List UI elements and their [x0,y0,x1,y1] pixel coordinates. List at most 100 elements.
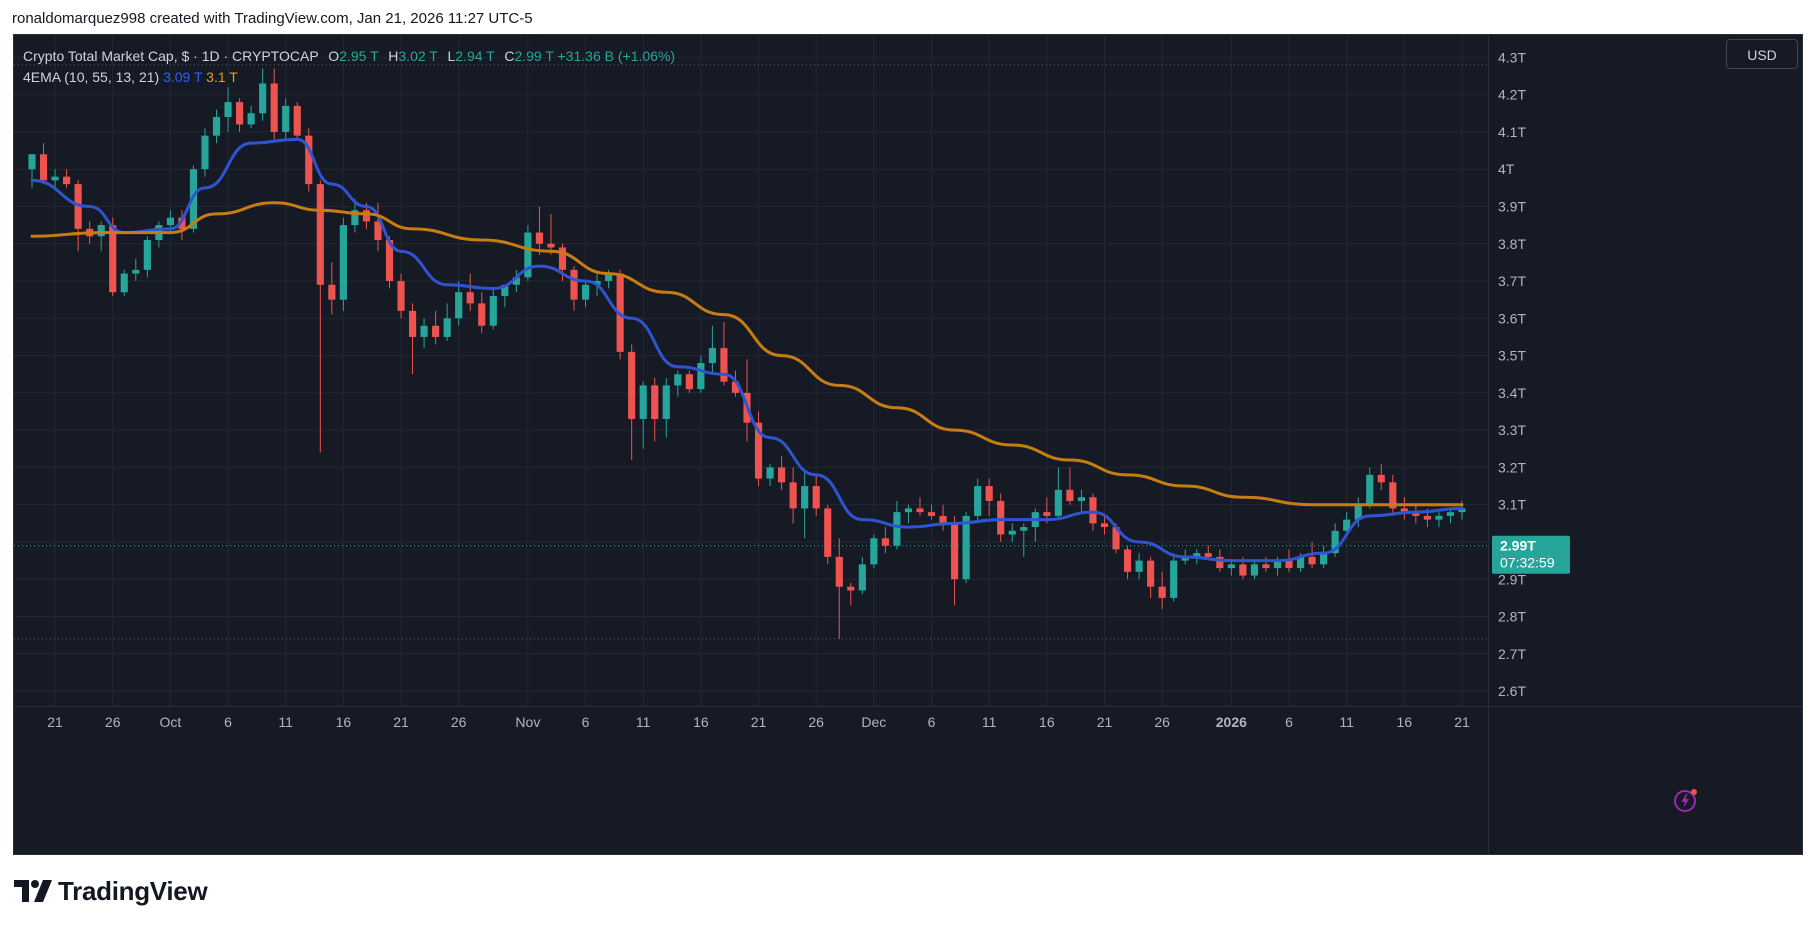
candle [466,273,474,311]
price-tick-label: 3.9T [1498,198,1526,214]
price-tick-label: 3.8T [1498,236,1526,252]
candle-body [74,184,82,229]
candle [1400,497,1408,520]
candle [1020,523,1028,557]
candle-body [420,325,428,337]
candle-body [985,486,993,501]
candle-body [1020,527,1028,531]
candle [39,143,48,185]
candle [974,478,982,524]
candle-body [201,135,209,170]
candle [858,556,866,595]
candle-body [385,240,394,282]
close-value: 2.99 T [514,48,554,64]
candle [870,534,878,569]
candle [1077,489,1086,513]
candle-body [351,210,359,226]
candle [1054,467,1062,520]
chart-legend: Crypto Total Market Cap, $ · 1D · CRYPTO… [23,46,675,88]
candle-body [927,512,936,516]
candle [1320,545,1328,569]
candle-body [1366,474,1374,505]
chart-background [14,35,1802,854]
indicator-title[interactable]: 4EMA (10, 55, 13, 21) [23,69,160,85]
candle-body [674,374,682,386]
candle [1435,512,1443,528]
candle-body [628,351,636,419]
candle-body [212,117,221,136]
high-label: H [388,48,399,64]
price-tag-box [1492,535,1570,574]
price-tick-label: 4T [1498,161,1515,177]
candle-body [1412,512,1420,516]
candle [63,169,71,188]
candle-body [639,385,647,419]
price-tick-label: 2.8T [1498,609,1526,625]
candle [685,370,693,393]
candle [374,202,382,252]
candle-body [1123,549,1132,572]
candle [812,474,820,516]
candle [339,217,347,311]
price-tick-label: 3.7T [1498,273,1526,289]
candle-body [1054,489,1062,516]
candle [212,109,221,144]
candle [766,463,774,487]
candle-body [1400,508,1408,513]
candle-body [812,486,820,509]
candle-body [1262,564,1270,569]
candle-body [697,363,705,390]
candle-body [1239,564,1247,576]
candle-body [397,281,405,311]
price-tick-label: 3.3T [1498,422,1526,438]
candles [28,68,1466,639]
currency-button[interactable]: USD [1726,39,1798,69]
indicator-row: 4EMA (10, 55, 13, 21) 3.09 T 3.1 T [23,67,675,88]
candle [1123,545,1132,580]
candle [639,381,647,449]
candle-body [720,348,728,382]
candle-body [1273,560,1282,569]
candle [132,258,140,282]
candle [1227,560,1235,576]
ema-slow-line [30,201,1464,507]
high-value: 3.02 T [398,48,438,64]
candle [1412,504,1420,524]
candle-body [1308,556,1316,565]
candlestick-chart[interactable]: 2.6T 2.7T 2.8T 2.9T 3.1T 3.2T 3.3T 3.4T 3.5T 3.6T… [14,35,1802,854]
candle [570,266,578,311]
time-tick-label: Nov [515,714,540,730]
candle-body [824,508,832,557]
candle [1008,523,1016,542]
symbol-title[interactable]: Crypto Total Market Cap, $ · 1D · CRYPTO… [23,48,319,64]
candle-body [501,284,509,296]
candle-body [1008,530,1016,535]
lightning-icon[interactable] [1673,787,1699,813]
candle-body [1227,564,1235,569]
candle [259,68,267,121]
candle-body [1204,553,1212,557]
candle [351,199,359,233]
candle-body [236,102,244,125]
candle-body [1250,564,1258,576]
tradingview-logo[interactable]: TradingView [14,876,208,906]
candle-body [962,515,970,580]
price-tick-label: 3.2T [1498,459,1526,475]
candle-body [870,538,878,565]
candle [432,310,440,345]
open-value: 2.95 T [339,48,379,64]
candle-body [120,273,128,293]
candle-body [443,318,451,337]
candle [801,471,809,539]
candle-body [432,325,440,337]
candle-body [1354,504,1362,520]
time-tick-label: 6 [582,714,590,730]
candle-body [662,385,670,419]
price-tick-label: 2.9T [1498,571,1526,587]
candle-body [1170,560,1178,598]
time-tick-label: 26 [105,714,121,730]
candle-body [593,281,601,285]
candle-body [997,500,1005,535]
candle-body [466,292,474,304]
chart-panel[interactable]: 2.6T 2.7T 2.8T 2.9T 3.1T 3.2T 3.3T 3.4T 3.5T 3.6T… [13,34,1803,855]
